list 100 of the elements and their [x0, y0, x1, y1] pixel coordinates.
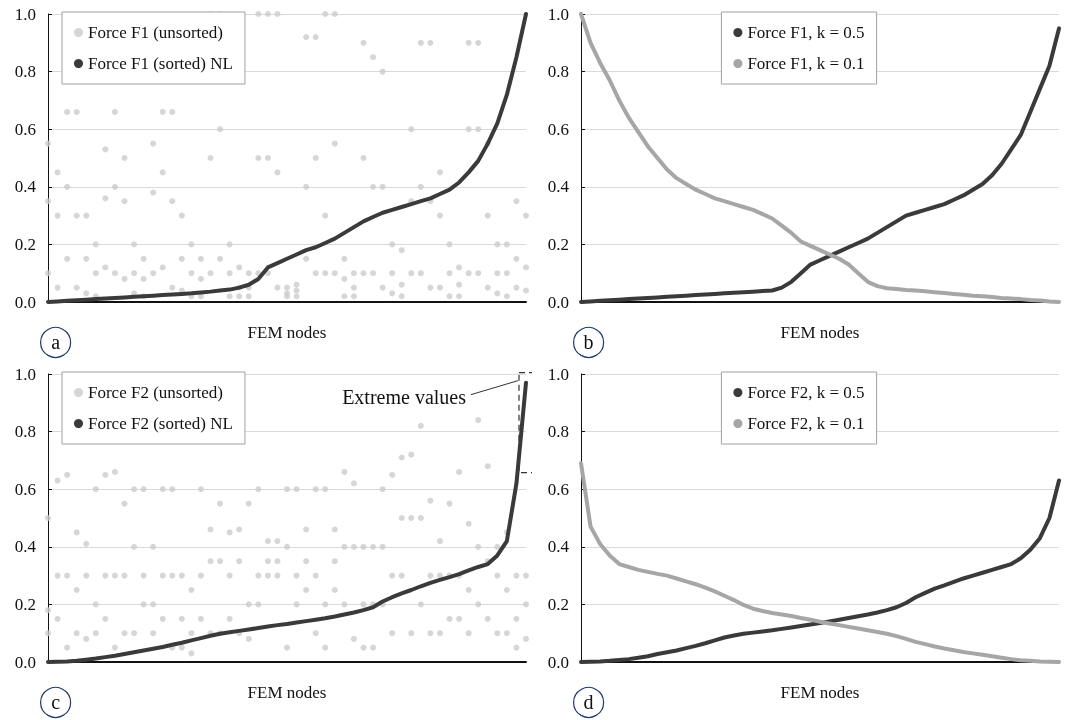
point	[54, 615, 61, 622]
point	[45, 270, 51, 277]
point	[436, 630, 443, 637]
point	[255, 572, 262, 579]
point	[331, 587, 338, 593]
point	[159, 169, 166, 176]
point	[159, 572, 166, 579]
y-tick-label: 0.0	[14, 292, 36, 312]
y-tick-label: 0.2	[14, 234, 36, 254]
point	[121, 155, 128, 161]
point	[188, 270, 195, 277]
point	[255, 155, 262, 161]
point	[370, 183, 377, 190]
point	[446, 500, 453, 507]
point	[102, 146, 109, 153]
point	[111, 644, 118, 651]
point	[245, 293, 252, 300]
point	[523, 635, 529, 642]
point	[475, 270, 482, 277]
point	[513, 615, 520, 622]
point	[207, 558, 214, 565]
x-axis-title: FEM nodes	[780, 683, 860, 702]
point	[389, 241, 396, 248]
point	[178, 572, 185, 579]
point	[322, 212, 329, 219]
point	[217, 126, 224, 133]
point	[398, 293, 405, 300]
point	[503, 270, 510, 277]
point	[398, 247, 405, 254]
point	[303, 183, 310, 190]
point	[284, 284, 290, 291]
point	[255, 486, 262, 493]
point	[169, 108, 176, 115]
point	[73, 108, 80, 115]
point	[245, 601, 252, 608]
point	[111, 108, 118, 115]
point	[350, 293, 357, 300]
point	[131, 241, 138, 248]
point	[274, 572, 281, 579]
point	[303, 558, 310, 565]
point	[73, 587, 80, 593]
point	[331, 140, 338, 147]
point	[312, 486, 319, 493]
text: d	[583, 691, 594, 714]
point	[446, 270, 453, 277]
point	[341, 275, 348, 282]
point	[150, 140, 157, 147]
point	[360, 270, 367, 277]
point	[312, 34, 319, 41]
legend-label: Force F2, k = 0.1	[747, 414, 865, 433]
y-tick-label: 0.2	[14, 594, 36, 614]
y-tick-label: 0.6	[547, 479, 569, 499]
legend-label: Force F1 (sorted) NL	[88, 54, 233, 73]
point	[398, 515, 405, 521]
point	[178, 212, 185, 219]
y-tick-label: 0.6	[14, 479, 36, 499]
point	[427, 39, 434, 46]
point	[303, 587, 310, 593]
point	[159, 615, 166, 622]
point	[389, 572, 396, 579]
point	[350, 635, 357, 642]
point	[274, 284, 281, 291]
text: b	[583, 331, 594, 354]
legend-label: Force F1, k = 0.5	[747, 23, 865, 42]
point	[312, 572, 319, 579]
point	[360, 644, 367, 651]
point	[140, 255, 147, 262]
point	[475, 417, 482, 424]
point	[121, 275, 128, 282]
point	[436, 284, 443, 291]
point	[111, 270, 118, 277]
point	[484, 463, 491, 470]
y-tick-label: 0.4	[547, 177, 570, 197]
point	[236, 264, 243, 271]
point	[169, 486, 176, 493]
point	[341, 293, 348, 300]
point	[102, 572, 109, 579]
point	[389, 471, 396, 478]
point	[436, 538, 443, 545]
point	[54, 477, 61, 484]
point	[188, 650, 195, 657]
point	[427, 284, 434, 291]
point	[494, 241, 501, 248]
x-axis-title: FEM nodes	[247, 683, 327, 702]
point	[73, 529, 80, 536]
point	[45, 515, 51, 521]
point	[446, 293, 453, 300]
point	[92, 270, 99, 277]
point	[54, 284, 61, 291]
point	[102, 615, 109, 622]
point	[284, 543, 290, 550]
point	[484, 212, 491, 219]
y-tick-label: 0.0	[547, 652, 569, 672]
point	[379, 68, 386, 75]
point	[274, 169, 281, 176]
point	[523, 572, 529, 579]
point	[331, 558, 338, 565]
point	[207, 270, 214, 277]
point	[322, 486, 329, 493]
point	[197, 275, 204, 282]
